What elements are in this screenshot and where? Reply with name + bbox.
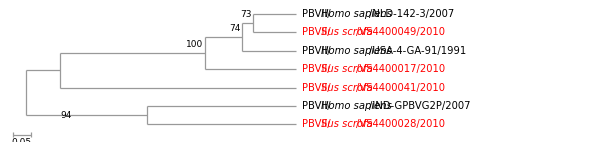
Text: Homo sapiens: Homo sapiens (321, 101, 392, 111)
Text: Sus scrofa: Sus scrofa (321, 64, 373, 74)
Text: /VS4400017/2010: /VS4400017/2010 (356, 64, 445, 74)
Text: 0.05: 0.05 (12, 138, 32, 142)
Text: PBVII/: PBVII/ (302, 9, 331, 19)
Text: Sus scrofa: Sus scrofa (321, 119, 373, 129)
Text: /VS4400028/2010: /VS4400028/2010 (356, 119, 445, 129)
Text: 74: 74 (229, 24, 241, 33)
Text: PBVII/: PBVII/ (302, 83, 331, 93)
Text: Sus scrofa: Sus scrofa (321, 83, 373, 93)
Text: /USA-4-GA-91/1991: /USA-4-GA-91/1991 (368, 46, 466, 56)
Text: PBVII/: PBVII/ (302, 64, 331, 74)
Text: /VS4400049/2010: /VS4400049/2010 (356, 27, 445, 37)
Text: 100: 100 (186, 40, 203, 49)
Text: 73: 73 (240, 10, 251, 19)
Text: PBVII/: PBVII/ (302, 101, 331, 111)
Text: /NLD-142-3/2007: /NLD-142-3/2007 (368, 9, 454, 19)
Text: /IND-GPBVG2P/2007: /IND-GPBVG2P/2007 (368, 101, 470, 111)
Text: Sus scrofa: Sus scrofa (321, 27, 373, 37)
Text: PBVII/: PBVII/ (302, 119, 331, 129)
Text: 94: 94 (60, 111, 71, 120)
Text: /VS4400041/2010: /VS4400041/2010 (356, 83, 445, 93)
Text: PBVII/: PBVII/ (302, 27, 331, 37)
Text: PBVII/: PBVII/ (302, 46, 331, 56)
Text: Homo sapiens: Homo sapiens (321, 46, 392, 56)
Text: Homo sapiens: Homo sapiens (321, 9, 392, 19)
